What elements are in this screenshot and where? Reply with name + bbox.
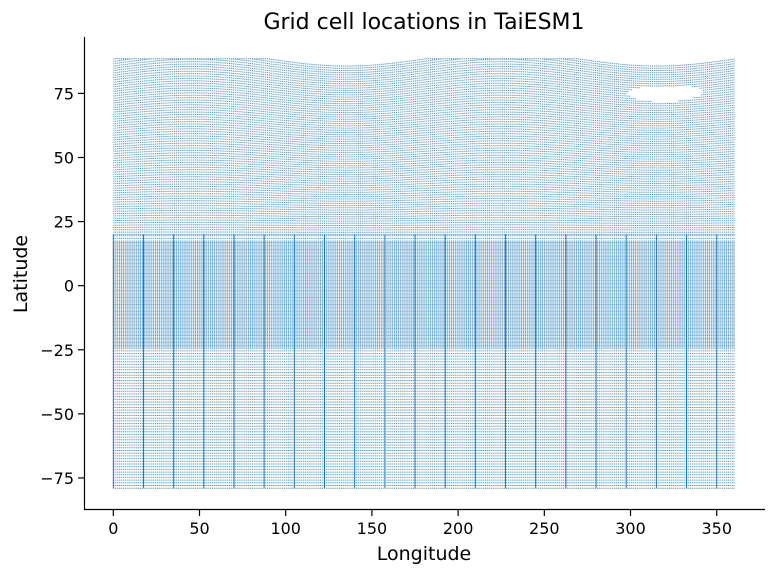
x-ticks: 0 50 100 150 200 250 300 350 (108, 510, 732, 538)
plot-area (112, 58, 735, 489)
x-tick-label: 0 (108, 519, 118, 538)
x-tick-label: 300 (615, 519, 646, 538)
y-tick-label: −50 (40, 405, 74, 424)
y-tick-label: 0 (64, 277, 74, 296)
chart-title: Grid cell locations in TaiESM1 (263, 10, 584, 35)
y-ticks: −75 −50 −25 0 25 50 75 (40, 84, 84, 488)
axes: 0 50 100 150 200 250 300 350 −75 −50 −25 0 25 50 75 (40, 37, 765, 538)
scatter-points (113, 58, 735, 489)
x-tick-label: 350 (701, 519, 732, 538)
x-tick-label: 150 (357, 519, 388, 538)
y-tick-label: 25 (54, 213, 74, 232)
x-tick-label: 250 (529, 519, 560, 538)
x-tick-label: 50 (189, 519, 209, 538)
y-axis-label: Latitude (10, 235, 32, 313)
scatter-series (112, 58, 735, 489)
x-tick-label: 200 (443, 519, 474, 538)
y-tick-label: 50 (54, 148, 74, 167)
x-axis-label: Longitude (377, 543, 472, 565)
y-tick-label: −75 (40, 469, 74, 488)
x-tick-label: 100 (270, 519, 301, 538)
y-tick-label: 75 (54, 84, 74, 103)
y-tick-label: −25 (40, 341, 74, 360)
